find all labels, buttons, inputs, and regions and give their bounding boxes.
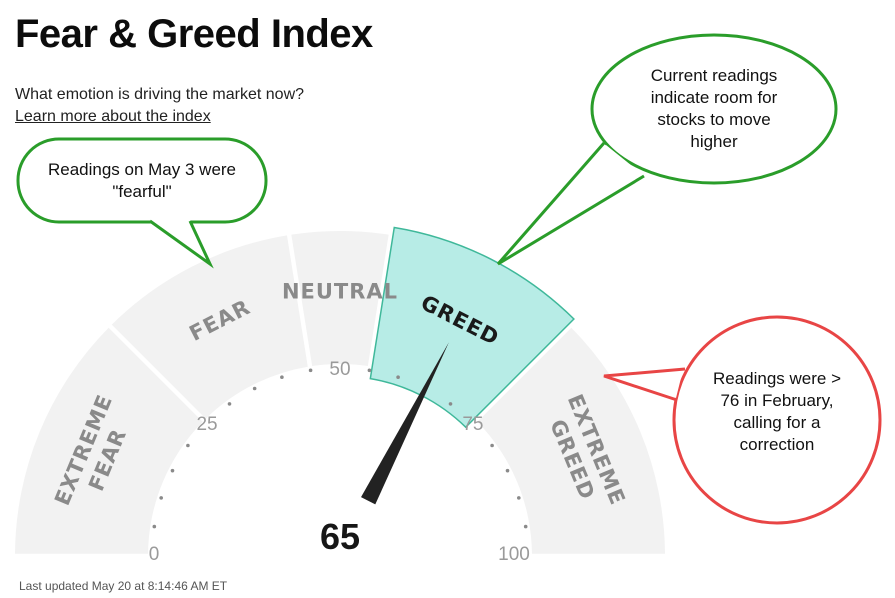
gauge-segment-fear: [111, 235, 308, 419]
gauge-segment-extreme-fear: [15, 327, 203, 554]
tick-label-100: 100: [498, 544, 530, 565]
page-subtitle: What emotion is driving the market now?: [15, 86, 305, 103]
score-hub: [278, 494, 402, 598]
callout-current-text: Current readings indicate room for stock…: [650, 66, 778, 151]
tick-label-75: 75: [462, 414, 483, 435]
gauge-dot: [308, 368, 313, 373]
gauge-dot: [159, 496, 164, 500]
gauge-dot: [186, 443, 190, 448]
gauge-dot: [252, 386, 257, 391]
segment-label-line: NEUTRAL: [282, 280, 398, 304]
gauge-dot: [516, 496, 521, 500]
gauge-segment-greed: [369, 226, 575, 429]
gauge-dot: [367, 368, 372, 373]
gauge-tick-labels: 0 25 50 75 100: [149, 359, 530, 565]
last-updated: Last updated May 20 at 8:14:46 AM ET: [19, 579, 228, 593]
gauge-dot: [152, 524, 157, 529]
gauge-segment-neutral: [291, 230, 389, 367]
gauge-segments: [15, 226, 665, 554]
tick-label-25: 25: [196, 414, 217, 435]
learn-more-link[interactable]: Learn more about the index: [15, 108, 211, 125]
callout-february-text: Readings were > 76 in February, calling …: [712, 369, 842, 454]
gauge-segment-extreme-greed: [477, 327, 665, 554]
callout-current: [496, 33, 838, 266]
gauge-dot: [490, 443, 494, 448]
callout-fearful-text: Readings on May 3 were "fearful": [47, 160, 237, 201]
gauge-needle: [361, 342, 449, 505]
score-value: 65: [320, 516, 360, 557]
gauge-dot: [523, 524, 528, 529]
gauge-dot: [280, 375, 284, 380]
page-title: Fear & Greed Index: [15, 12, 373, 56]
gauge-dot: [170, 468, 175, 473]
segment-label-neutral: NEUTRAL: [282, 280, 398, 304]
tick-label-0: 0: [149, 544, 160, 565]
gauge-dot: [505, 468, 510, 473]
gauge-dot: [448, 402, 453, 406]
gauge-dots: [152, 368, 528, 529]
callout-fearful: [16, 137, 268, 269]
tick-label-50: 50: [329, 359, 350, 380]
gauge-dot: [227, 402, 232, 406]
gauge-dot: [396, 375, 400, 380]
callout-february: [603, 315, 882, 525]
